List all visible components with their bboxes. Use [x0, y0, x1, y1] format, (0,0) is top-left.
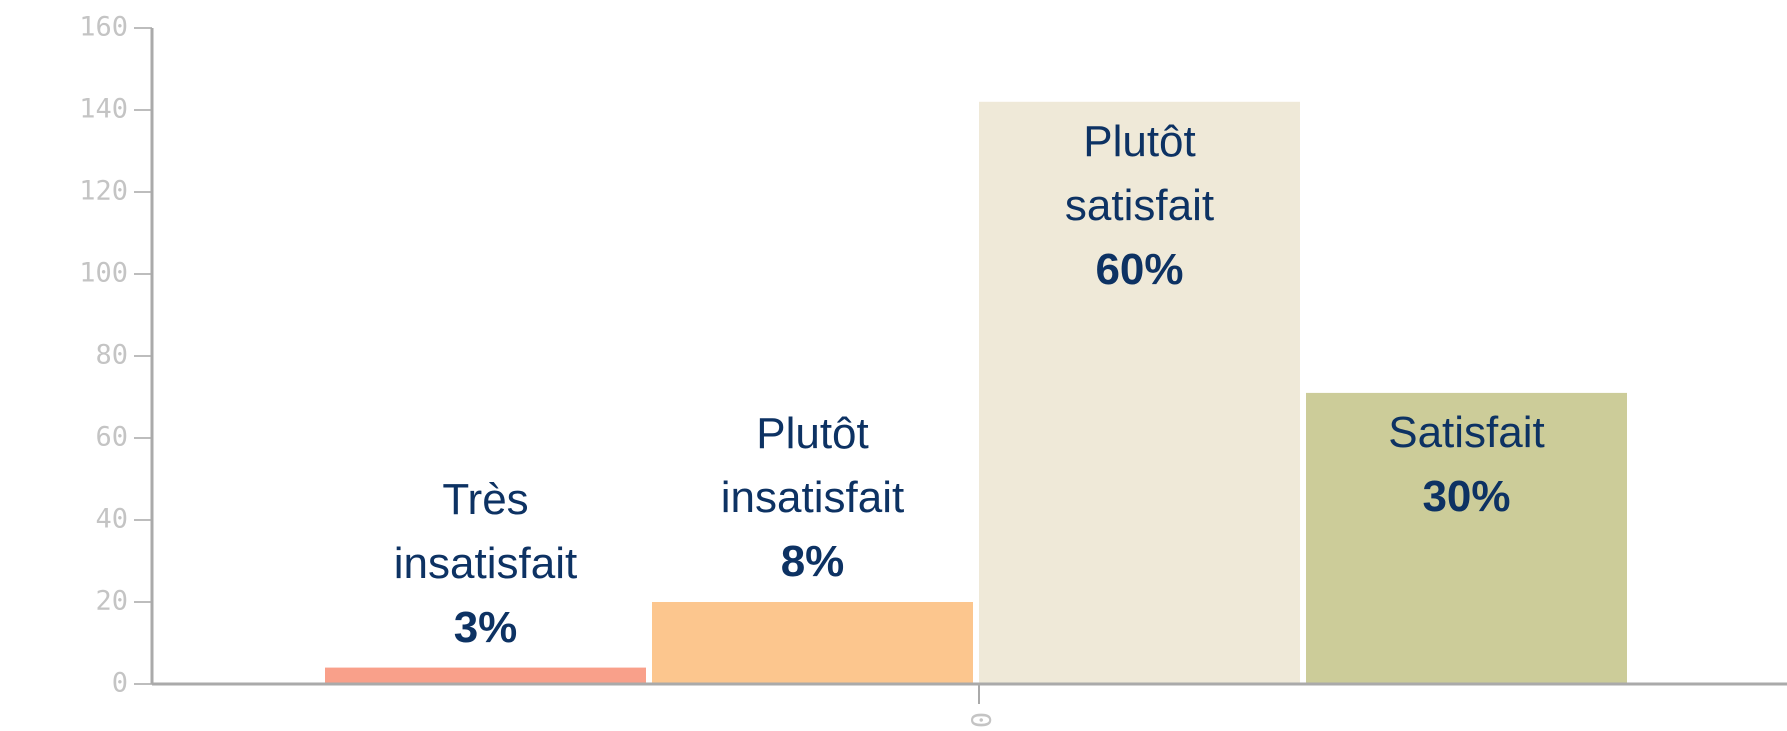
bar-label: Satisfait 30% [1337, 401, 1597, 529]
y-tick-label: 60 [95, 422, 128, 453]
x-tick-label: 0 [965, 712, 996, 728]
y-tick-label: 140 [79, 94, 128, 125]
percent-label: 3% [453, 602, 518, 652]
percent-label: 30% [1422, 471, 1511, 521]
y-tick-label: 20 [95, 586, 128, 617]
y-tick-label: 40 [95, 504, 128, 535]
bar [979, 101, 1300, 685]
y-tick-label: 80 [95, 340, 128, 371]
y-tick-label: 0 [112, 668, 128, 699]
category-label: Satisfait [1388, 407, 1545, 457]
bar-label: Plutôt satisfait 60% [1010, 110, 1270, 302]
category-label: Très insatisfait [393, 474, 578, 588]
percent-label: 8% [780, 537, 845, 586]
bar [1306, 392, 1627, 684]
bar [325, 667, 646, 684]
category-label: Plutôt satisfait [1064, 116, 1215, 230]
percent-label: 60% [1095, 244, 1184, 294]
bar-label: Plutôt insatisfait 8% [683, 402, 943, 594]
y-tick-label: 160 [79, 12, 128, 43]
y-tick-label: 120 [79, 176, 128, 207]
category-label: Plutôt insatisfait [720, 409, 905, 522]
bar-label: Très insatisfait 3% [356, 468, 616, 660]
bar [652, 602, 973, 684]
y-tick-label: 100 [79, 258, 128, 289]
